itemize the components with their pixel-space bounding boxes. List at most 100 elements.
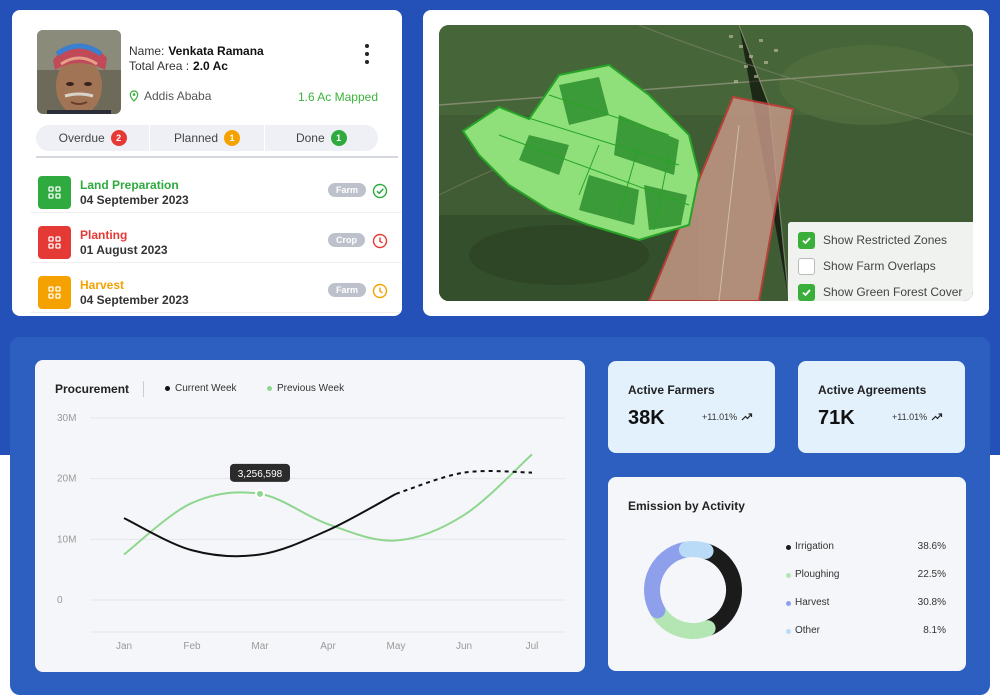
trend-up-icon bbox=[741, 413, 753, 421]
x-tick-label: Jul bbox=[526, 641, 539, 652]
more-options-icon[interactable] bbox=[360, 44, 374, 64]
procurement-card: 0 10M 20M 30M Jan Feb Mar Apr May Jun Jul 3,256,598… bbox=[35, 360, 585, 672]
grid-icon bbox=[38, 176, 71, 209]
farmer-name-row: Name: Venkata Ramana bbox=[129, 44, 264, 58]
farmer-name-label: Name: bbox=[129, 44, 165, 58]
layer-toggle-restricted-zones[interactable]: Show Restricted Zones bbox=[798, 227, 966, 253]
location-pin-icon bbox=[129, 90, 139, 102]
emission-legend-item: Ploughing 22.5% bbox=[786, 569, 946, 583]
task-title: Harvest bbox=[80, 278, 125, 292]
series-line-current-week bbox=[123, 492, 397, 558]
y-tick-label: 30M bbox=[57, 413, 76, 424]
x-tick-label: May bbox=[387, 641, 406, 652]
task-tag: Farm bbox=[328, 183, 367, 197]
layer-label: Show Farm Overlaps bbox=[823, 259, 936, 273]
task-tabs: Overdue 2 Planned 1 Done 1 bbox=[36, 125, 378, 151]
legend-dot bbox=[786, 573, 791, 578]
layer-toggle-farm-overlaps[interactable]: Show Farm Overlaps bbox=[798, 253, 966, 279]
stat-label: Active Agreements bbox=[818, 383, 927, 397]
tab-done-label: Done bbox=[295, 131, 325, 145]
chart-tooltip-value: 3,256,598 bbox=[238, 469, 283, 480]
procurement-title: Procurement bbox=[55, 382, 130, 396]
farmer-area-row: Total Area :2.0 Ac bbox=[129, 59, 228, 73]
emission-legend-item: Other 8.1% bbox=[786, 625, 946, 639]
layer-label: Show Restricted Zones bbox=[823, 233, 948, 247]
emission-donut-chart bbox=[642, 539, 744, 641]
tab-planned[interactable]: Planned 1 bbox=[150, 125, 265, 151]
emission-percent: 22.5% bbox=[917, 569, 946, 580]
checkbox-unchecked-icon[interactable] bbox=[798, 257, 815, 275]
task-title: Land Preparation bbox=[80, 178, 179, 192]
emission-label: Harvest bbox=[795, 597, 830, 608]
task-date: 04 September 2023 bbox=[80, 293, 189, 307]
checkbox-checked-icon[interactable] bbox=[798, 231, 815, 249]
emission-card: Emission by Activity Irrigation 38.6% Pl… bbox=[608, 477, 966, 671]
layer-toggle-green-forest-cover[interactable]: Show Green Forest Cover bbox=[798, 279, 966, 301]
title-separator bbox=[143, 381, 144, 397]
farmer-area-label: Total Area : bbox=[129, 59, 190, 73]
map-layers-panel: Show Restricted Zones Show Farm Overlaps… bbox=[788, 222, 973, 301]
planned-count-badge: 1 bbox=[224, 130, 241, 146]
tabs-divider bbox=[36, 156, 398, 158]
farmer-card: Name: Venkata Ramana Total Area :2.0 Ac A… bbox=[12, 10, 402, 316]
clock-icon bbox=[372, 233, 388, 249]
donut-slice-harvest[interactable] bbox=[642, 539, 744, 641]
emission-percent: 8.1% bbox=[923, 625, 946, 636]
x-tick-label: Apr bbox=[320, 641, 336, 652]
clock-icon bbox=[372, 283, 388, 299]
satellite-map[interactable]: Show Restricted Zones Show Farm Overlaps… bbox=[439, 25, 973, 301]
legend-label: Current Week bbox=[175, 383, 237, 394]
done-count-badge: 1 bbox=[330, 130, 347, 146]
chart-tooltip bbox=[230, 463, 290, 482]
stat-change-text: +11.01% bbox=[702, 412, 738, 422]
y-tick-label: 10M bbox=[57, 534, 76, 545]
emission-percent: 30.8% bbox=[917, 597, 946, 608]
legend-dot bbox=[267, 386, 272, 391]
map-card: Show Restricted Zones Show Farm Overlaps… bbox=[423, 10, 989, 316]
legend-dot bbox=[165, 386, 170, 391]
tab-overdue[interactable]: Overdue 2 bbox=[36, 125, 151, 151]
stat-label: Active Farmers bbox=[628, 383, 715, 397]
task-item-harvest[interactable]: Harvest 04 September 2023 Farm bbox=[30, 268, 402, 313]
task-date: 01 August 2023 bbox=[80, 243, 168, 257]
farmer-name: Venkata Ramana bbox=[168, 44, 264, 58]
emission-legend-item: Irrigation 38.6% bbox=[786, 541, 946, 555]
donut-slice-ploughing[interactable] bbox=[642, 539, 744, 641]
legend-previous-week: Previous Week bbox=[267, 383, 344, 394]
donut-slice-other[interactable] bbox=[642, 539, 744, 641]
x-tick-label: Jun bbox=[456, 641, 472, 652]
farmer-location-text: Addis Ababa bbox=[144, 89, 212, 103]
x-tick-label: Mar bbox=[251, 641, 269, 652]
task-item-land-preparation[interactable]: Land Preparation 04 September 2023 Farm bbox=[30, 168, 402, 213]
legend-label: Previous Week bbox=[277, 383, 345, 394]
emission-title: Emission by Activity bbox=[628, 499, 745, 513]
task-item-planting[interactable]: Planting 01 August 2023 Crop bbox=[30, 218, 402, 263]
task-title: Planting bbox=[80, 228, 128, 242]
tab-overdue-label: Overdue bbox=[58, 131, 105, 145]
mapped-area: 1.6 Ac Mapped bbox=[297, 90, 378, 104]
trend-up-icon bbox=[931, 413, 943, 421]
stat-change-text: +11.01% bbox=[892, 412, 928, 422]
x-tick-label: Feb bbox=[183, 641, 201, 652]
tab-planned-label: Planned bbox=[173, 131, 219, 145]
legend-dot bbox=[786, 601, 791, 606]
tab-done[interactable]: Done 1 bbox=[265, 125, 378, 151]
hover-point[interactable] bbox=[255, 488, 265, 499]
x-tick-label: Jan bbox=[116, 641, 132, 652]
stat-value: 71K bbox=[818, 407, 855, 429]
task-date: 04 September 2023 bbox=[80, 193, 189, 207]
series-line-current-week-projection bbox=[395, 470, 533, 495]
layer-label: Show Green Forest Cover bbox=[823, 285, 963, 299]
y-tick-label: 0 bbox=[57, 595, 63, 606]
checkbox-checked-icon[interactable] bbox=[798, 283, 815, 301]
emission-label: Irrigation bbox=[795, 541, 834, 552]
stat-card-active-farmers: Active Farmers 38K +11.01% bbox=[608, 361, 775, 453]
task-tag: Crop bbox=[328, 233, 365, 247]
stat-value: 38K bbox=[628, 407, 665, 429]
overdue-count-badge: 2 bbox=[110, 130, 127, 146]
farmer-location: Addis Ababa bbox=[128, 89, 211, 103]
legend-dot bbox=[786, 545, 791, 550]
task-tag: Farm bbox=[328, 283, 367, 297]
legend-current-week: Current Week bbox=[165, 383, 237, 394]
grid-icon bbox=[38, 276, 71, 309]
